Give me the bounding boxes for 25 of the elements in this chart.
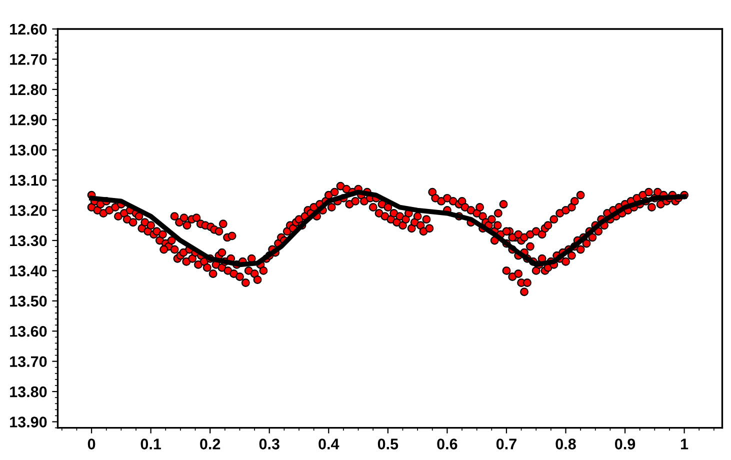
x-tick-label: 1 bbox=[681, 438, 688, 450]
x-tick-label: 0.3 bbox=[259, 438, 280, 450]
x-tick-label: 0.6 bbox=[437, 438, 458, 450]
x-tick-label: 0.4 bbox=[318, 438, 340, 450]
y-tick-label: 13.70 bbox=[10, 356, 47, 368]
y-tick-label: 13.40 bbox=[10, 266, 47, 276]
y-tick-label: 13.50 bbox=[10, 296, 47, 307]
x-tick-label: 0.2 bbox=[200, 438, 220, 450]
x-tick-label: 0.7 bbox=[496, 438, 516, 450]
x-tick-label: 0 bbox=[88, 438, 96, 450]
y-tick-label: 13.30 bbox=[10, 235, 47, 246]
x-tick-label: 0.5 bbox=[378, 438, 398, 450]
y-tick-label: 13.80 bbox=[10, 386, 47, 398]
x-tick-label: 0.9 bbox=[615, 438, 636, 450]
y-tick-label: 12.70 bbox=[10, 54, 47, 65]
y-tick-label: 12.80 bbox=[10, 84, 47, 96]
y-tick-label: 12.60 bbox=[10, 24, 47, 35]
y-tick-label: 13.60 bbox=[10, 326, 47, 337]
y-tick-label: 13.10 bbox=[10, 174, 47, 186]
x-tick-label: 0.8 bbox=[556, 438, 576, 450]
y-tick-label: 13.90 bbox=[10, 416, 47, 428]
y-tick-label: 13.00 bbox=[10, 144, 47, 156]
y-tick-label: 13.20 bbox=[10, 205, 47, 216]
y-tick-label: 12.90 bbox=[10, 114, 47, 126]
x-tick-label: 0.1 bbox=[140, 438, 162, 450]
